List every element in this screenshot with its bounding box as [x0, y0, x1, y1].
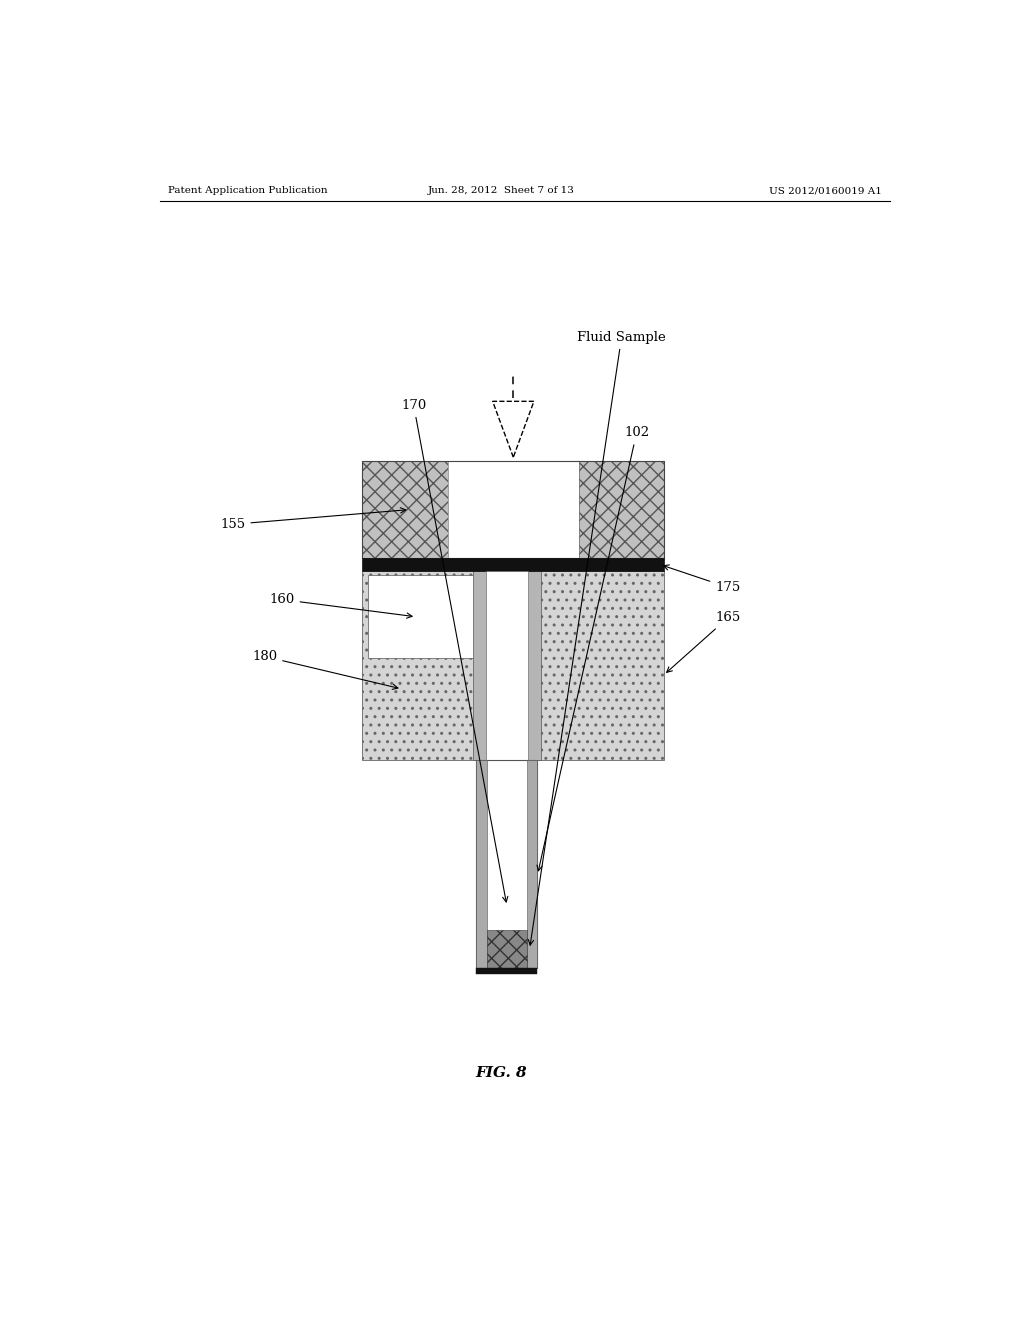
Bar — [476, 969, 538, 974]
Bar — [473, 572, 541, 760]
Bar — [362, 558, 664, 572]
Text: 165: 165 — [667, 611, 740, 672]
Text: 175: 175 — [664, 565, 740, 594]
Bar — [486, 572, 528, 760]
Text: 155: 155 — [220, 508, 406, 531]
Text: 180: 180 — [252, 649, 398, 689]
Bar — [447, 461, 579, 558]
Bar — [362, 572, 664, 760]
Bar — [369, 576, 492, 659]
Text: 102: 102 — [537, 426, 649, 871]
Text: 160: 160 — [269, 593, 412, 618]
Text: FIG. 8: FIG. 8 — [475, 1067, 526, 1080]
Polygon shape — [493, 401, 534, 457]
Text: 170: 170 — [401, 399, 508, 902]
Bar — [476, 760, 538, 969]
Text: Fluid Sample: Fluid Sample — [528, 331, 666, 945]
Bar — [362, 461, 664, 558]
Bar — [579, 461, 664, 558]
Text: Jun. 28, 2012  Sheet 7 of 13: Jun. 28, 2012 Sheet 7 of 13 — [428, 186, 574, 195]
Bar — [527, 760, 538, 969]
Text: Patent Application Publication: Patent Application Publication — [168, 186, 328, 195]
Bar — [486, 929, 527, 969]
Bar — [362, 461, 447, 558]
Bar — [476, 760, 486, 969]
Text: US 2012/0160019 A1: US 2012/0160019 A1 — [769, 186, 882, 195]
